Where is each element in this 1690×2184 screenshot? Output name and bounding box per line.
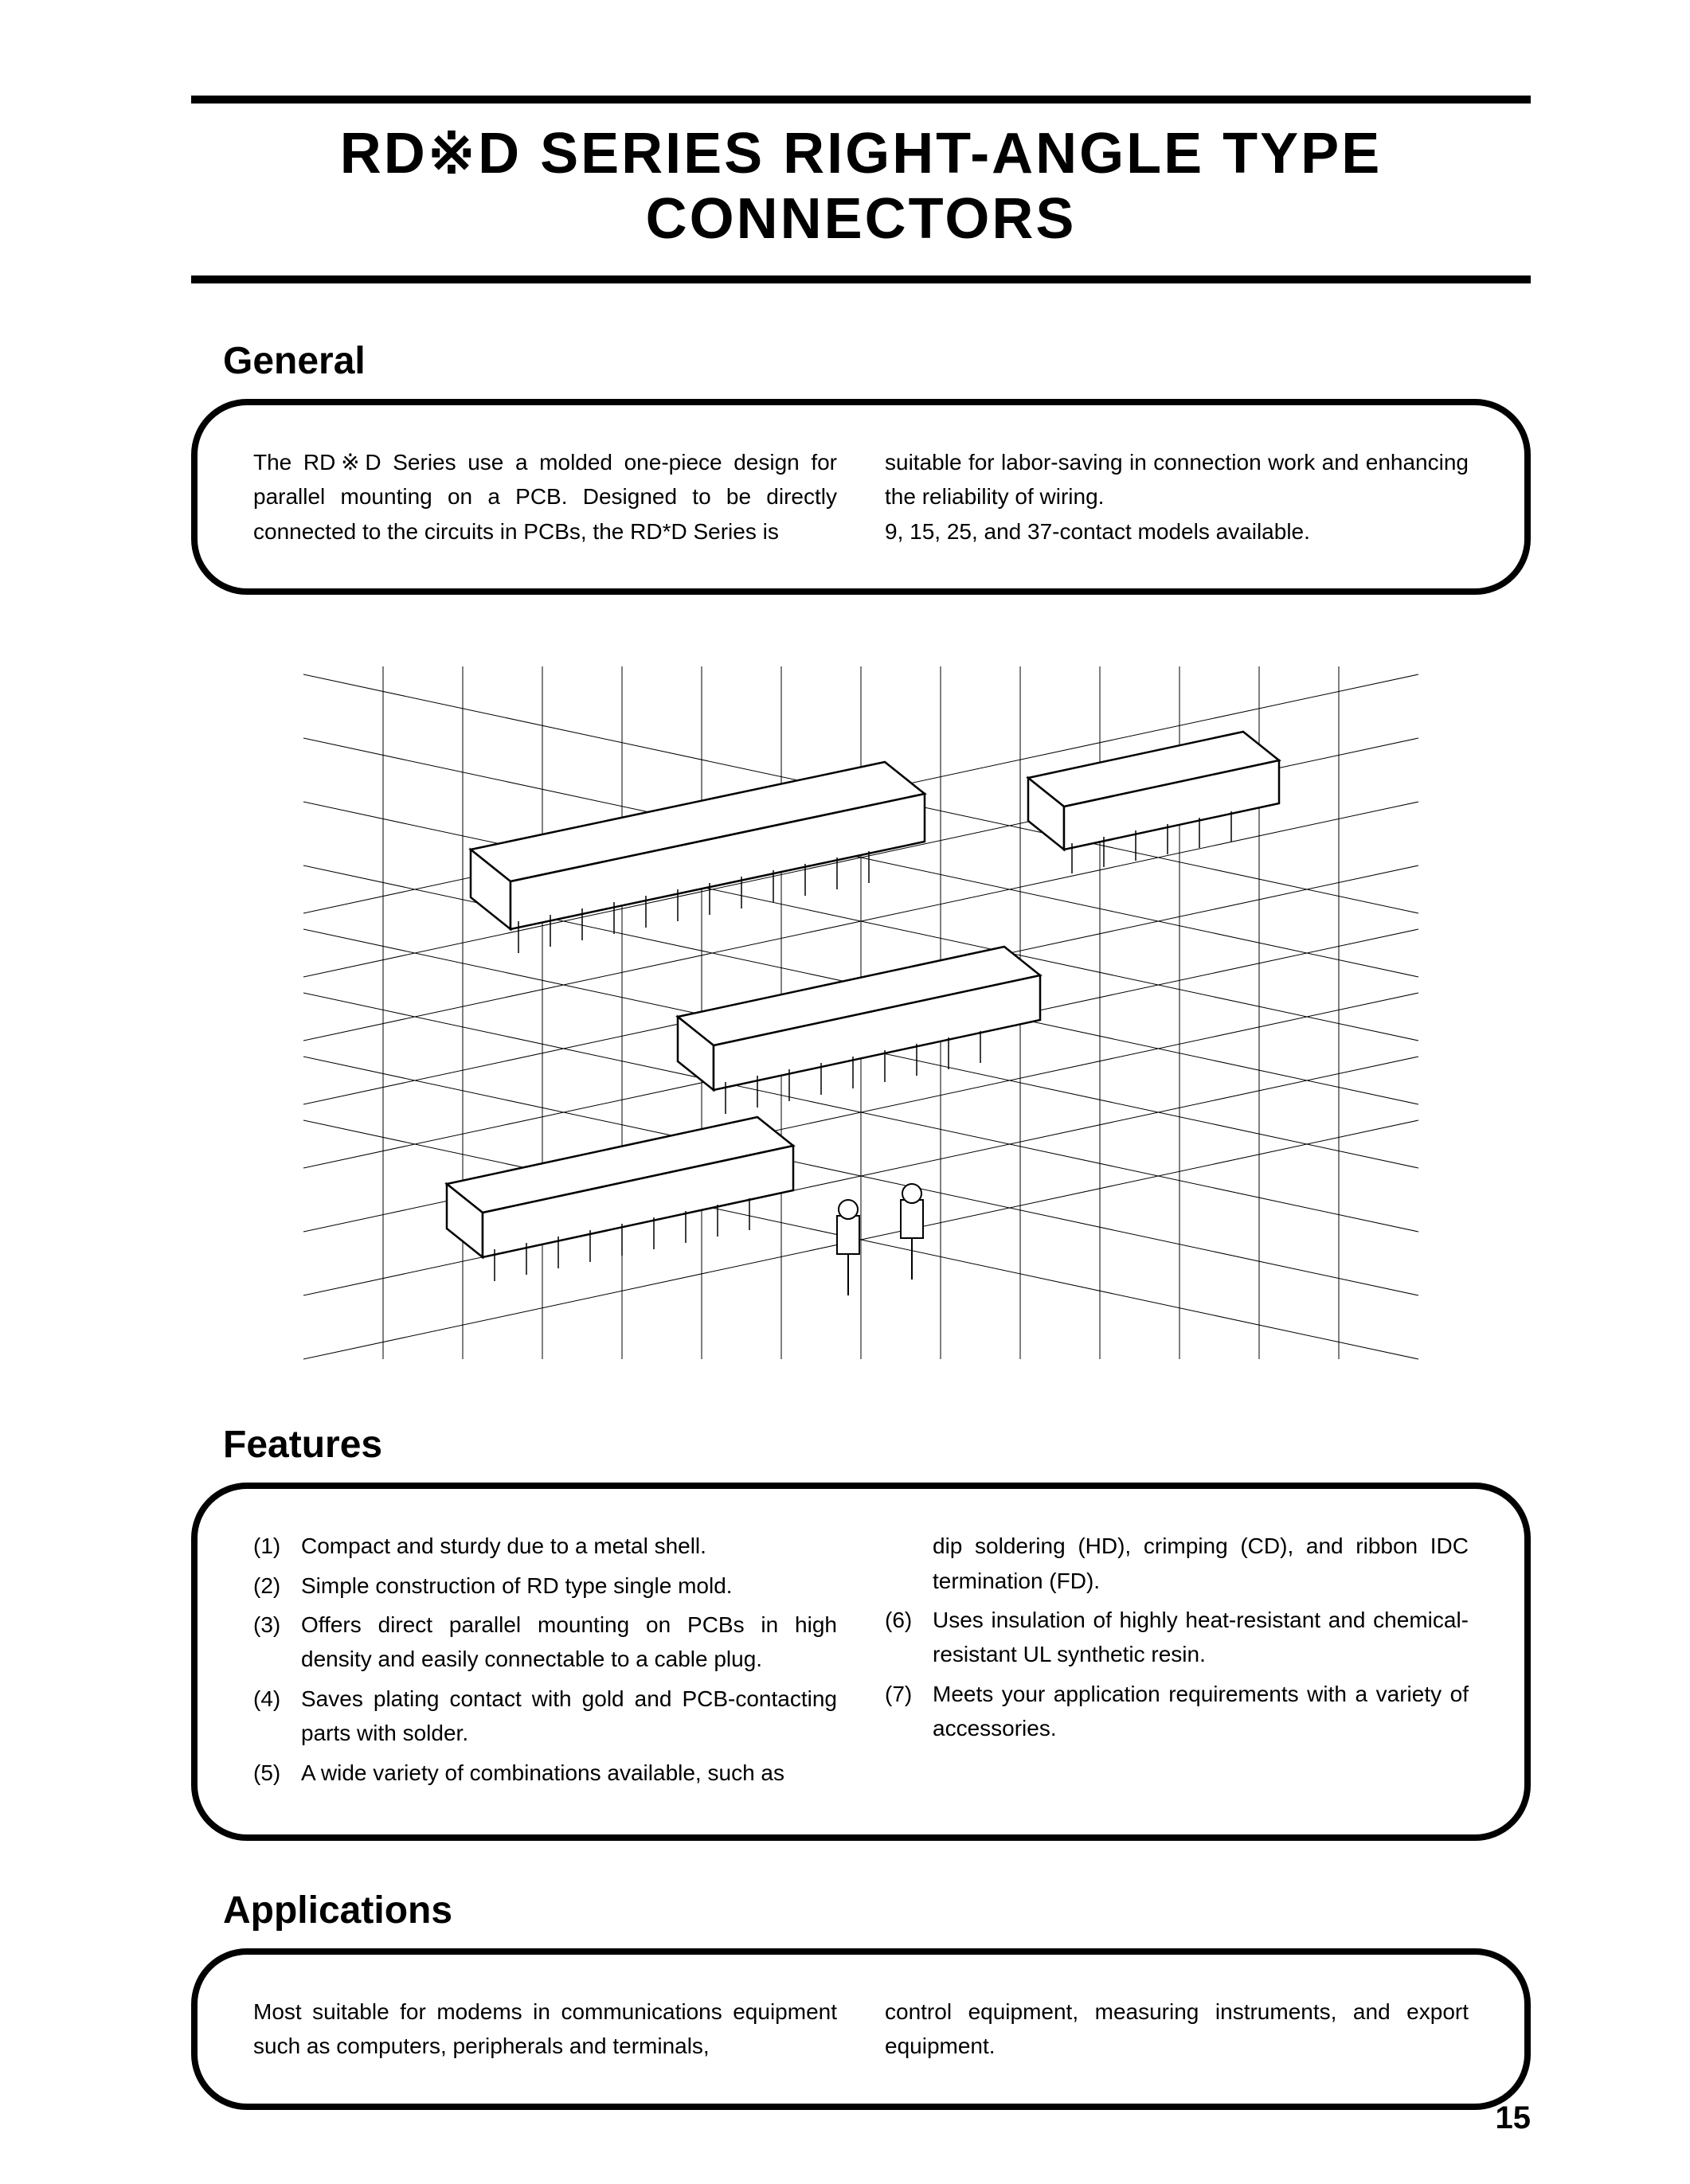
- applications-col-1: Most suitable for modems in communicatio…: [253, 1995, 837, 2064]
- page-number: 15: [1496, 2100, 1532, 2136]
- applications-columns: Most suitable for modems in communicatio…: [253, 1995, 1469, 2064]
- feature-item: (1)Compact and sturdy due to a metal she…: [253, 1529, 837, 1563]
- feature-text: Meets your application requirements with…: [933, 1677, 1469, 1746]
- features-col-right: dip soldering (HD), crimping (CD), and r…: [885, 1529, 1469, 1795]
- feature-number: (3): [253, 1608, 301, 1677]
- feature-item: (4)Saves plating contact with gold and P…: [253, 1682, 837, 1751]
- feature-number: [885, 1529, 933, 1598]
- heading-applications: Applications: [223, 1889, 1531, 1932]
- feature-number: (2): [253, 1569, 301, 1603]
- general-columns: The RD※D Series use a molded one-piece d…: [253, 445, 1469, 549]
- title-block: RD※D SERIES RIGHT-ANGLE TYPE CONNECTORS: [191, 96, 1531, 283]
- feature-number: (6): [885, 1603, 933, 1672]
- heading-features: Features: [223, 1423, 1531, 1467]
- feature-item: (6)Uses insulation of highly heat-resist…: [885, 1603, 1469, 1672]
- feature-text: A wide variety of combinations available…: [301, 1756, 837, 1790]
- feature-item: (3)Offers direct parallel mounting on PC…: [253, 1608, 837, 1677]
- feature-number: (4): [253, 1682, 301, 1751]
- feature-item: (7)Meets your application requirements w…: [885, 1677, 1469, 1746]
- general-box: The RD※D Series use a molded one-piece d…: [191, 399, 1531, 595]
- feature-number: (1): [253, 1529, 301, 1563]
- feature-text: Saves plating contact with gold and PCB-…: [301, 1682, 837, 1751]
- feature-number: (7): [885, 1677, 933, 1746]
- feature-text: dip soldering (HD), crimping (CD), and r…: [933, 1529, 1469, 1598]
- applications-col-2: control equipment, measuring instruments…: [885, 1995, 1469, 2064]
- feature-text: Compact and sturdy due to a metal shell.: [301, 1529, 837, 1563]
- feature-text: Offers direct parallel mounting on PCBs …: [301, 1608, 837, 1677]
- connector-illustration: [264, 643, 1458, 1375]
- feature-number: (5): [253, 1756, 301, 1790]
- feature-text: Simple construction of RD type single mo…: [301, 1569, 837, 1603]
- general-col-1: The RD※D Series use a molded one-piece d…: [253, 445, 837, 549]
- feature-text: Uses insulation of highly heat-resistant…: [933, 1603, 1469, 1672]
- feature-item: (5)A wide variety of combinations availa…: [253, 1756, 837, 1790]
- features-columns: (1)Compact and sturdy due to a metal she…: [253, 1529, 1469, 1795]
- feature-item: (2)Simple construction of RD type single…: [253, 1569, 837, 1603]
- feature-item: dip soldering (HD), crimping (CD), and r…: [885, 1529, 1469, 1598]
- page-title: RD※D SERIES RIGHT-ANGLE TYPE CONNECTORS: [191, 119, 1531, 252]
- features-box: (1)Compact and sturdy due to a metal she…: [191, 1483, 1531, 1841]
- heading-general: General: [223, 339, 1531, 383]
- applications-box: Most suitable for modems in communicatio…: [191, 1948, 1531, 2110]
- features-col-left: (1)Compact and sturdy due to a metal she…: [253, 1529, 837, 1795]
- general-col-2: suitable for labor-saving in connection …: [885, 445, 1469, 549]
- page-root: RD※D SERIES RIGHT-ANGLE TYPE CONNECTORS …: [0, 0, 1690, 2184]
